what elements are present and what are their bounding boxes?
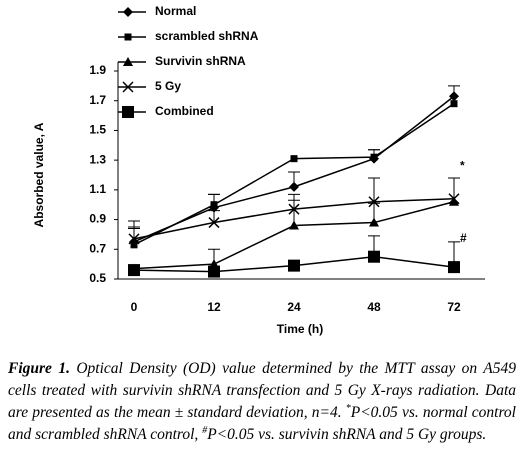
marker — [123, 7, 133, 17]
marker — [210, 201, 218, 209]
marker — [288, 203, 300, 215]
error-bar — [288, 193, 300, 210]
y-axis-label: Absorbed value, A — [32, 122, 46, 227]
annotation: # — [460, 231, 467, 245]
annotation: * — [460, 158, 465, 172]
marker — [369, 217, 379, 227]
marker — [122, 106, 134, 118]
x-axis-label: Time (h) — [277, 322, 323, 336]
legend-label: Normal — [155, 4, 196, 18]
x-tick-label: 72 — [447, 300, 461, 314]
x-tick-label: 12 — [207, 300, 221, 314]
marker — [448, 193, 460, 205]
caption-sup: # — [202, 424, 208, 436]
legend-label: Survivin shRNA — [155, 54, 246, 68]
error-bar — [448, 177, 460, 199]
marker — [368, 196, 380, 208]
marker — [208, 217, 220, 229]
y-tick-label: 1.3 — [89, 152, 106, 166]
marker — [130, 241, 138, 249]
marker — [289, 220, 299, 230]
y-tick-label: 1.7 — [89, 93, 106, 107]
caption: Figure 1. Optical Density (OD) value det… — [8, 358, 516, 446]
y-tick-label: 0.9 — [89, 212, 106, 226]
y-tick-label: 0.7 — [89, 241, 106, 255]
caption-text: P<0.05 vs. normal control and scrambled … — [8, 404, 516, 443]
marker — [288, 259, 300, 272]
marker — [449, 196, 459, 206]
marker — [448, 261, 460, 274]
marker — [289, 181, 299, 192]
marker — [208, 265, 220, 278]
caption-text: Optical Density (OD) value determined by… — [8, 360, 516, 421]
marker — [290, 155, 298, 163]
marker — [368, 250, 380, 263]
marker — [128, 233, 140, 245]
marker — [123, 57, 133, 66]
legend-label: 5 Gy — [155, 79, 181, 93]
x-tick-label: 48 — [367, 300, 381, 314]
marker — [449, 91, 459, 102]
legend-label: Combined — [155, 104, 214, 118]
y-tick-label: 1.1 — [89, 182, 106, 196]
marker — [122, 81, 134, 93]
y-tick-label: 0.5 — [89, 271, 106, 285]
y-tick-label: 1.9 — [89, 63, 106, 77]
error-bar — [128, 227, 140, 239]
error-bar — [208, 210, 220, 223]
error-bar — [368, 177, 380, 202]
chart: Absorbed value, A Time (h) 0.5 0.7 0.9 1.1 1… — [32, 4, 485, 336]
caption-sup: * — [345, 402, 351, 414]
caption-text: P<0.05 vs. survivin shRNA and 5 Gy group… — [207, 426, 487, 443]
caption-label: Figure 1. — [8, 360, 70, 377]
marker — [124, 33, 132, 41]
marker — [450, 100, 458, 108]
x-tick-label: 0 — [131, 300, 138, 314]
y-tick-label: 1.5 — [89, 123, 106, 137]
x-tick-label: 24 — [287, 300, 301, 314]
marker — [128, 264, 140, 277]
legend-label: scrambled shRNA — [155, 29, 259, 43]
marker — [370, 153, 378, 161]
